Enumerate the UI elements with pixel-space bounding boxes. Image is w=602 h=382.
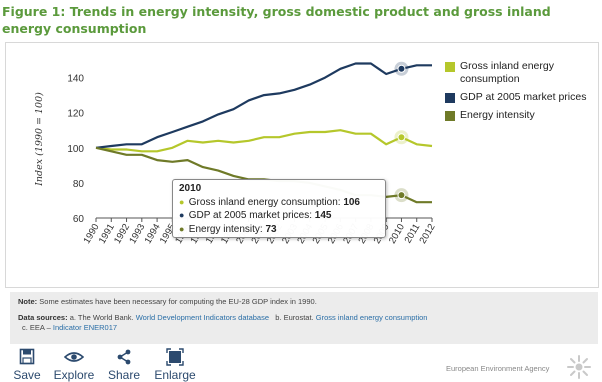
note-label: Note: <box>18 297 38 306</box>
legend-label: GDP at 2005 market prices <box>460 91 587 103</box>
bullet-icon: ● <box>179 210 185 220</box>
save-button[interactable]: Save <box>12 348 42 382</box>
share-label: Share <box>107 368 141 382</box>
source-c-prefix: c. EEA – <box>22 323 51 332</box>
bullet-icon: ● <box>179 196 185 207</box>
legend-swatch <box>445 62 455 72</box>
tooltip-label: Energy intensity: <box>188 223 263 235</box>
tooltip-year: 2010 <box>179 183 202 194</box>
source-b-prefix: b. Eurostat. <box>275 313 314 322</box>
agency-name: European Environment Agency <box>446 364 550 373</box>
x-tick-label: 2012 <box>418 222 438 246</box>
eea-logo-icon <box>567 355 591 379</box>
tooltip-value: 106 <box>343 196 360 208</box>
tooltip-value: 73 <box>265 223 277 235</box>
chart-tooltip: 2010 ● Gross inland energy consumption: … <box>172 179 386 238</box>
enlarge-icon <box>166 348 184 366</box>
y-axis-label: Index (1990 = 100) <box>34 92 45 187</box>
save-icon <box>19 348 35 365</box>
legend-item-gross-inland[interactable]: Gross inland energy consumption <box>445 60 600 86</box>
source-c-link[interactable]: Indicator ENER017 <box>52 323 118 332</box>
source-b-link[interactable]: Gross inland energy consumption <box>315 313 428 322</box>
explore-button[interactable]: Explore <box>52 348 96 382</box>
share-icon <box>117 349 131 365</box>
source-a-prefix: a. The World Bank. <box>69 313 134 322</box>
eye-icon <box>64 352 84 362</box>
sources-line-2: c. EEA – Indicator ENER017 <box>18 323 590 333</box>
series-line-1 <box>95 62 432 149</box>
notes-panel: Note: Some estimates have been necessary… <box>10 292 598 344</box>
figure-toolbar: Save Explore Share Enlarge <box>0 348 300 382</box>
note-line: Note: Some estimates have been necessary… <box>18 297 590 307</box>
legend-label: Energy intensity <box>460 109 535 121</box>
enlarge-button[interactable]: Enlarge <box>152 348 198 382</box>
legend-item-energy-intensity[interactable]: Energy intensity <box>445 109 600 122</box>
highlight-point-2 <box>397 191 406 200</box>
legend-item-gdp[interactable]: GDP at 2005 market prices <box>445 91 600 104</box>
y-tick-label: 60 <box>73 214 85 225</box>
source-a-link[interactable]: World Development Indicators database <box>135 313 270 322</box>
note-text: Some estimates have been necessary for c… <box>39 297 317 306</box>
tooltip-row-gdp: ● GDP at 2005 market prices: 145 <box>179 209 379 223</box>
legend-label: Gross inland energy consumption <box>460 60 554 85</box>
sources-line: Data sources: a. The World Bank. World D… <box>18 313 590 323</box>
x-tick-label: 2010 <box>387 222 407 246</box>
series-line-0 <box>95 129 433 153</box>
legend-swatch <box>445 93 455 103</box>
tooltip-row-energy-intensity: ● Energy intensity: 73 <box>179 223 379 237</box>
tooltip-value: 145 <box>314 210 332 221</box>
explore-label: Explore <box>53 368 95 382</box>
y-tick-label: 140 <box>67 74 84 85</box>
legend-swatch <box>445 111 455 121</box>
save-label: Save <box>13 368 41 382</box>
y-tick-label: 80 <box>73 179 85 190</box>
highlight-point-0 <box>397 133 406 142</box>
share-button[interactable]: Share <box>106 348 142 382</box>
y-tick-label: 120 <box>67 109 84 120</box>
enlarge-label: Enlarge <box>154 368 196 382</box>
sources-label: Data sources: <box>18 313 68 322</box>
eea-branding: European Environment Agency <box>440 355 600 380</box>
y-tick-label: 100 <box>67 144 84 155</box>
bullet-icon: ● <box>179 223 185 234</box>
tooltip-label: GDP at 2005 market prices: <box>188 210 312 221</box>
tooltip-label: Gross inland energy consumption: <box>188 196 341 208</box>
highlight-point-1 <box>397 64 406 73</box>
chart-frame <box>5 42 599 288</box>
chart-legend: Gross inland energy consumption GDP at 2… <box>445 60 600 127</box>
tooltip-row-gross-inland: ● Gross inland energy consumption: 106 <box>179 196 379 210</box>
figure-title: Figure 1: Trends in energy intensity, gr… <box>2 4 551 36</box>
